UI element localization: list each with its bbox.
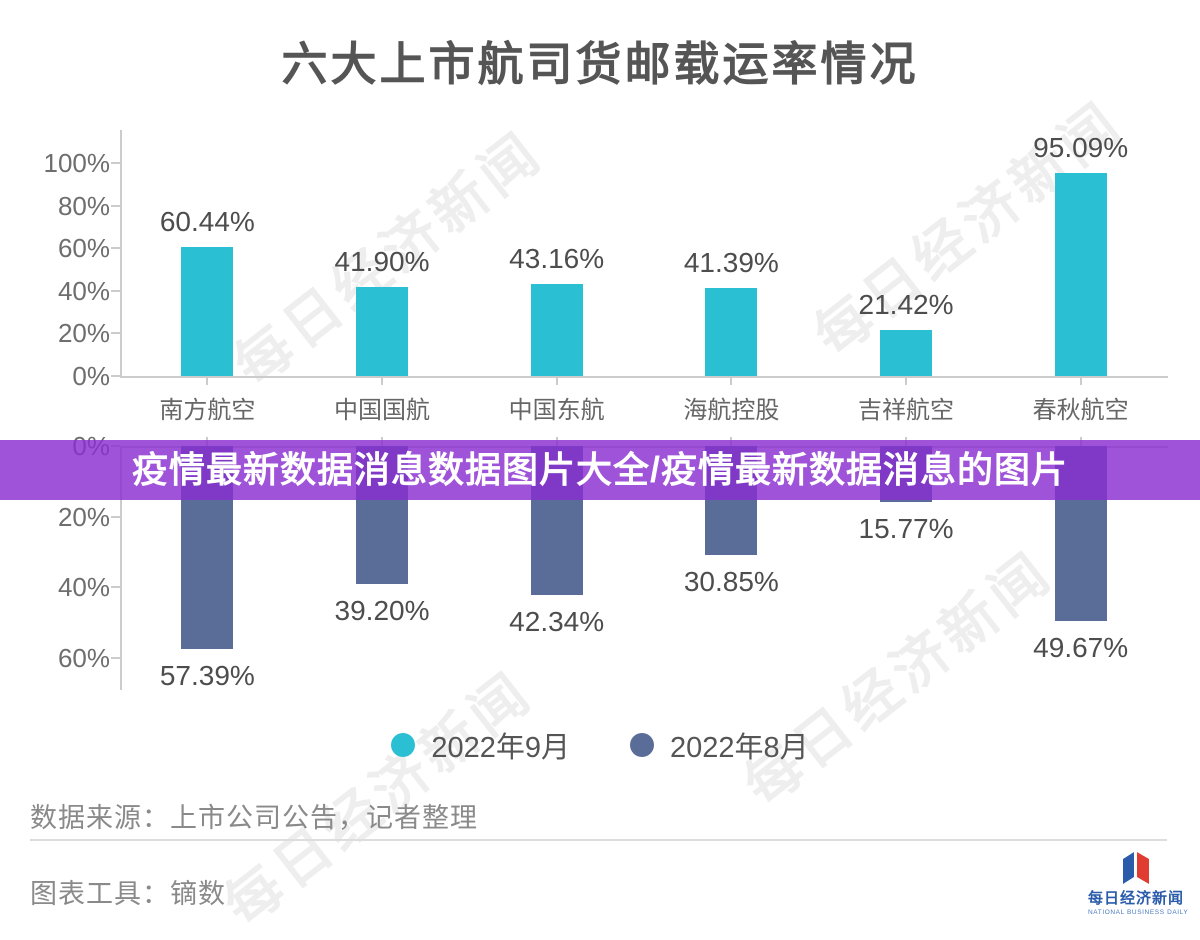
top-y-tick-label: 40% xyxy=(57,275,110,306)
legend-dot-august xyxy=(630,733,654,757)
top-y-tick xyxy=(111,162,120,164)
publisher-logo: 每日经济新闻 NATIONAL BUSINESS DAILY xyxy=(1088,849,1189,916)
top-x-tick xyxy=(905,376,907,385)
bottom-y-tick xyxy=(111,515,120,518)
watermark-text: 每日经济新闻 xyxy=(212,659,545,938)
nbd-n-icon xyxy=(1123,852,1149,884)
bar-value-label-september: 60.44% xyxy=(159,206,255,238)
top-y-tick xyxy=(111,289,120,292)
top-x-tick xyxy=(381,376,383,385)
top-y-tick xyxy=(111,375,120,377)
bottom-y-tick xyxy=(111,656,120,659)
bar-value-label-august: 57.39% xyxy=(159,659,255,691)
category-label: 中国国航 xyxy=(334,397,430,424)
top-y-tick-label: 20% xyxy=(57,318,110,349)
bar-september xyxy=(1054,173,1107,376)
data-source-note: 数据来源：上市公司公告，记者整理 xyxy=(30,803,478,833)
top-y-axis xyxy=(120,130,122,376)
top-y-tick xyxy=(111,247,120,250)
top-x-axis xyxy=(120,376,1168,378)
legend-item-sep: 2022年9月 xyxy=(391,724,570,766)
bar-value-label-september: 95.09% xyxy=(1033,132,1129,164)
bar-value-label-august: 30.85% xyxy=(683,565,779,597)
bar-september xyxy=(530,284,583,376)
bar-value-label-august: 42.34% xyxy=(509,606,605,638)
chart-tool-note: 图表工具：镝数 xyxy=(30,879,226,909)
publisher-name: 每日经济新闻 xyxy=(1088,890,1185,907)
bar-september xyxy=(705,287,758,376)
category-label: 吉祥航空 xyxy=(858,397,954,424)
top-x-tick xyxy=(730,376,733,385)
bar-value-label-august: 15.77% xyxy=(858,512,954,544)
overlay-banner xyxy=(0,440,1200,500)
bar-value-label-august: 39.20% xyxy=(334,595,430,627)
bar-value-label-august: 49.67% xyxy=(1033,632,1129,664)
category-label: 南方航空 xyxy=(159,397,256,424)
category-label: 中国东航 xyxy=(508,397,605,424)
publisher-subtitle: NATIONAL BUSINESS DAILY xyxy=(1088,909,1189,916)
legend-item-aug: 2022年8月 xyxy=(630,724,809,766)
top-y-tick xyxy=(111,332,120,335)
legend-label-september: 2022年9月 xyxy=(431,732,570,764)
bar-september xyxy=(880,330,932,376)
bottom-y-tick-label: 40% xyxy=(57,572,110,603)
top-y-tick xyxy=(111,204,120,207)
legend-dot-september xyxy=(391,733,416,757)
bar-value-label-september: 41.90% xyxy=(334,245,430,277)
bottom-y-tick xyxy=(111,586,120,589)
category-label: 春秋航空 xyxy=(1032,397,1129,424)
top-x-tick xyxy=(206,376,209,385)
category-label: 海航控股 xyxy=(683,397,780,424)
bottom-y-axis xyxy=(120,446,122,690)
bar-september xyxy=(356,286,408,376)
top-x-tick xyxy=(555,376,558,385)
overlay-banner-text: 疫情最新数据消息数据图片大全/疫情最新数据消息的图片 xyxy=(131,449,1068,490)
top-y-tick-label: 0% xyxy=(72,361,110,391)
top-y-tick-label: 100% xyxy=(43,148,111,178)
bar-value-label-september: 41.39% xyxy=(683,246,779,278)
bottom-y-tick-label: 20% xyxy=(57,501,110,532)
top-y-tick-label: 60% xyxy=(57,233,110,264)
legend-label-august: 2022年8月 xyxy=(670,732,809,764)
bar-value-label-september: 43.16% xyxy=(509,243,605,275)
bar-september xyxy=(181,247,234,376)
chart-legend: 2022年9月 2022年8月 xyxy=(0,724,1200,766)
bar-value-label-september: 21.42% xyxy=(858,289,954,321)
footer-divider xyxy=(30,839,1167,841)
top-y-tick-label: 80% xyxy=(57,190,110,221)
top-x-tick xyxy=(1079,376,1082,385)
bottom-y-tick-label: 60% xyxy=(57,642,110,673)
chart-title: 六大上市航司货邮载运率情况 xyxy=(281,38,919,90)
